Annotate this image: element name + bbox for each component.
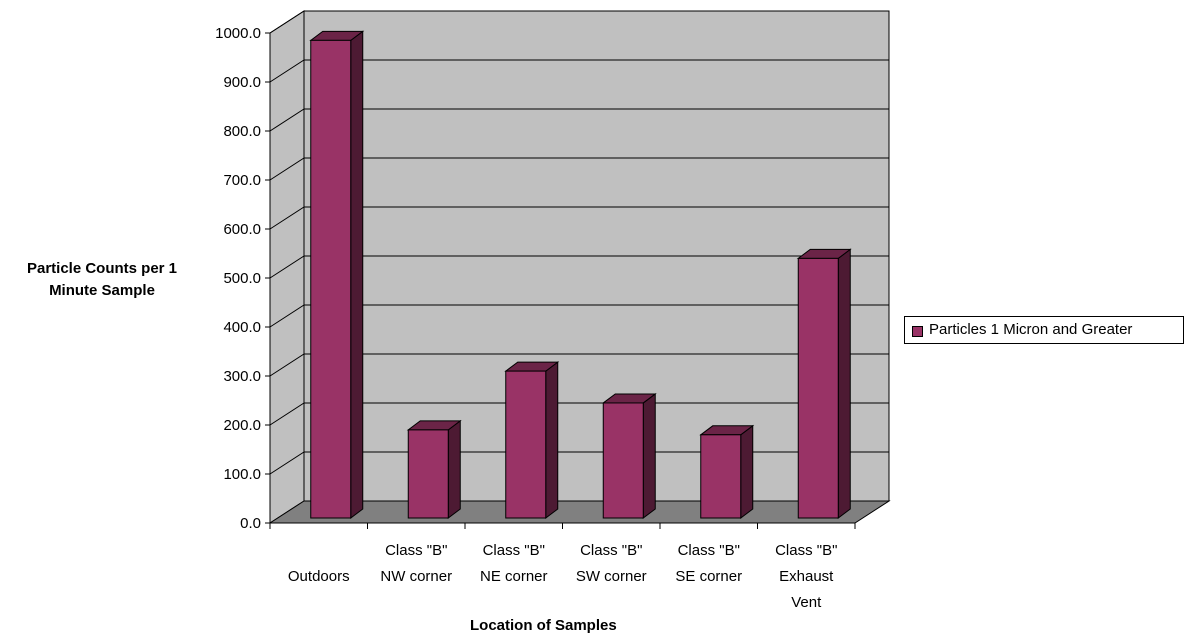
gridline	[269, 59, 889, 83]
gridline	[269, 255, 889, 279]
y-tick-label: 0.0	[240, 515, 261, 532]
y-tick-label: 400.0	[223, 319, 261, 336]
y-tick-label: 600.0	[223, 221, 261, 238]
gridline	[269, 402, 889, 426]
legend-entry-label: Particles 1 Micron and Greater	[929, 321, 1133, 338]
x-tick-label: Class "B" NW corner	[380, 542, 452, 585]
bar	[797, 257, 839, 519]
y-tick-label: 700.0	[223, 172, 261, 189]
gridline	[269, 304, 889, 328]
bar-side	[740, 424, 754, 519]
bar-side	[447, 419, 461, 519]
gridline	[269, 451, 889, 475]
bar	[505, 370, 547, 519]
legend-swatch	[912, 326, 923, 337]
x-axis-label: Location of Samples	[470, 617, 617, 634]
bar-side	[545, 361, 559, 519]
chart-gridlines	[269, 10, 889, 475]
gridline	[269, 108, 889, 132]
y-tick-label: 100.0	[223, 466, 261, 483]
x-tick-label: Class "B" SW corner	[576, 542, 647, 585]
gridline	[269, 206, 889, 230]
y-tick-label: 800.0	[223, 123, 261, 140]
y-tick-label: 1000.0	[215, 25, 261, 42]
gridline	[269, 157, 889, 181]
bar-side	[642, 392, 656, 519]
bar	[602, 402, 644, 519]
x-tick-label: Outdoors	[288, 568, 350, 585]
x-tick-label: Class "B" NE corner	[480, 542, 548, 585]
bar	[407, 429, 449, 519]
y-tick-label: 500.0	[223, 270, 261, 287]
chart-bars	[309, 30, 852, 519]
bar	[310, 39, 352, 519]
bar-side	[837, 248, 851, 519]
x-tick-label: Class "B" SE corner	[675, 542, 742, 585]
chart-tick-labels: 0.0 100.0 200.0 300.0 400.0 500.0 600.0 700.0 80…	[215, 25, 837, 611]
x-tick-label: Class "B" Exhaust Vent	[775, 542, 837, 611]
y-tick-label: 200.0	[223, 417, 261, 434]
bar-side	[350, 30, 364, 519]
y-tick-label: 900.0	[223, 74, 261, 91]
y-axis-label: Particle Counts per 1 Minute Sample	[26, 260, 178, 299]
legend: Particles 1 Micron and Greater	[904, 316, 1184, 344]
gridline	[269, 10, 889, 34]
bar	[700, 434, 742, 519]
y-tick-label: 300.0	[223, 368, 261, 385]
chart-axes	[265, 32, 856, 529]
gridline	[269, 353, 889, 377]
